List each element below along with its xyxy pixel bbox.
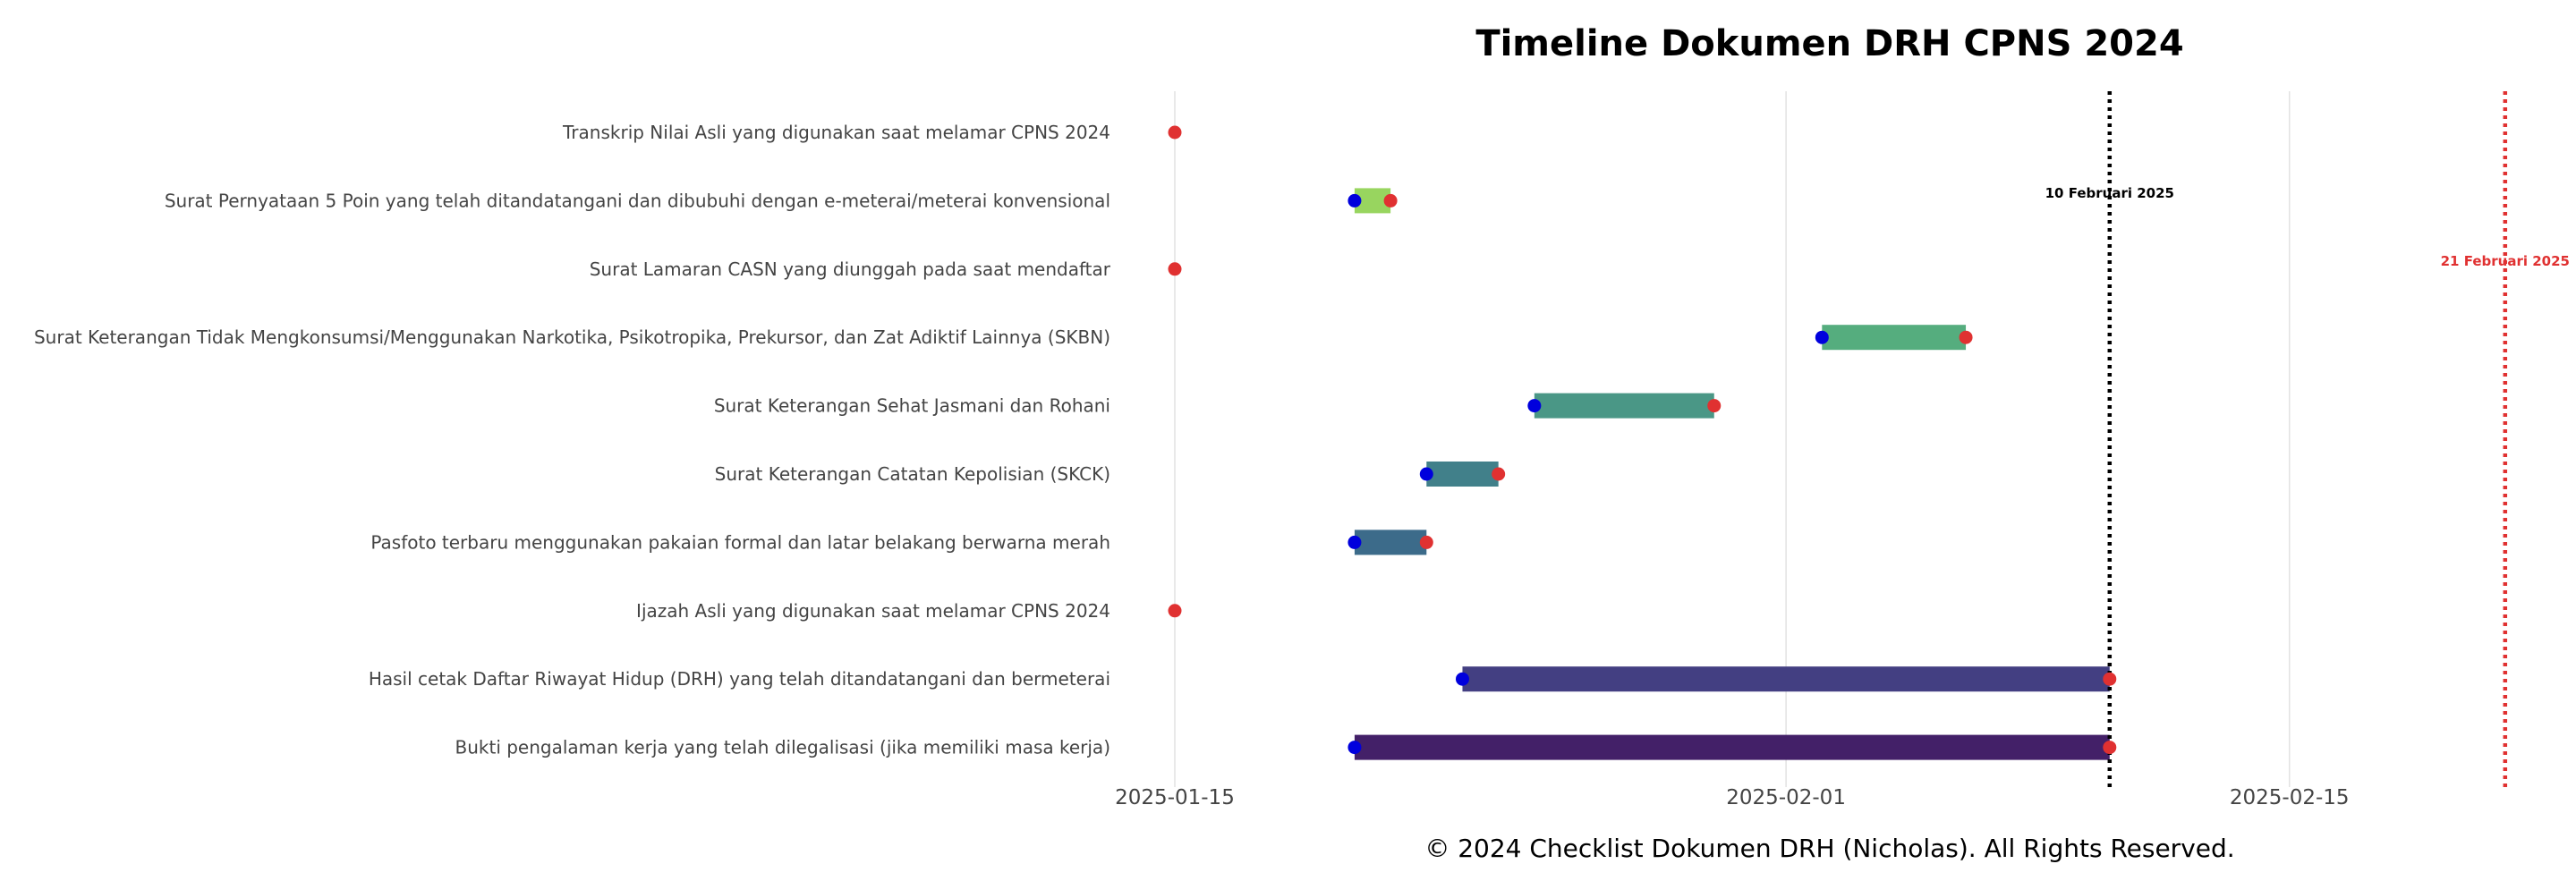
task-start-marker-9 bbox=[1348, 741, 1362, 755]
task-label-1: Surat Pernyataan 5 Poin yang telah ditan… bbox=[165, 190, 1110, 211]
task-end-marker-6 bbox=[1419, 535, 1433, 549]
task-label-2: Surat Lamaran CASN yang diunggah pada sa… bbox=[590, 258, 1111, 280]
task-label-9: Bukti pengalaman kerja yang telah dilega… bbox=[455, 737, 1111, 758]
task-start-marker-6 bbox=[1348, 535, 1362, 549]
task-bar-9 bbox=[1354, 734, 2110, 760]
x-tick-label-0: 2025-01-15 bbox=[1115, 786, 1235, 809]
task-end-marker-4 bbox=[1707, 399, 1722, 413]
task-bar-3 bbox=[1822, 325, 1967, 351]
task-label-7: Ijazah Asli yang digunakan saat melamar … bbox=[636, 600, 1110, 622]
task-end-marker-5 bbox=[1492, 467, 1506, 481]
task-label-5: Surat Keterangan Catatan Kepolisian (SKC… bbox=[715, 463, 1110, 485]
task-start-marker-5 bbox=[1419, 467, 1433, 481]
task-end-marker-0 bbox=[1168, 125, 1182, 140]
reference-label-0: 10 Februari 2025 bbox=[2045, 185, 2174, 201]
task-bars bbox=[1354, 188, 2110, 760]
reference-lines: 10 Februari 2025 21 Februari 2025 bbox=[2045, 91, 2570, 787]
task-end-marker-2 bbox=[1168, 262, 1182, 276]
task-label-0: Transkrip Nilai Asli yang digunakan saat… bbox=[562, 122, 1110, 143]
task-bar-4 bbox=[1534, 393, 1714, 419]
task-start-marker-4 bbox=[1527, 399, 1542, 413]
task-end-marker-8 bbox=[2103, 672, 2117, 686]
x-tick-label-1: 2025-02-01 bbox=[1726, 786, 1846, 809]
task-end-marker-7 bbox=[1168, 604, 1182, 618]
task-label-4: Surat Keterangan Sehat Jasmani dan Rohan… bbox=[714, 395, 1110, 417]
reference-label-1: 21 Februari 2025 bbox=[2441, 253, 2570, 269]
task-start-marker-3 bbox=[1815, 330, 1829, 344]
task-end-marker-9 bbox=[2103, 741, 2117, 755]
task-end-marker-1 bbox=[1383, 193, 1398, 208]
task-end-marker-3 bbox=[1959, 330, 1973, 344]
x-axis-ticks: 2025-01-15 2025-02-01 2025-02-15 bbox=[1115, 786, 2349, 809]
task-label-8: Hasil cetak Daftar Riwayat Hidup (DRH) y… bbox=[369, 668, 1110, 690]
category-labels: Transkrip Nilai Asli yang digunakan saat… bbox=[34, 122, 1111, 758]
chart-title: Timeline Dokumen DRH CPNS 2024 bbox=[1475, 23, 2183, 64]
x-tick-label-2: 2025-02-15 bbox=[2230, 786, 2350, 809]
task-bar-6 bbox=[1354, 529, 1427, 555]
task-label-3: Surat Keterangan Tidak Mengkonsumsi/Meng… bbox=[34, 326, 1110, 348]
task-bar-8 bbox=[1462, 666, 2110, 692]
task-start-marker-1 bbox=[1348, 193, 1362, 208]
task-start-marker-8 bbox=[1455, 672, 1469, 686]
task-bar-5 bbox=[1426, 462, 1499, 487]
task-markers bbox=[1168, 125, 2117, 755]
task-label-6: Pasfoto terbaru menggunakan pakaian form… bbox=[370, 531, 1110, 553]
chart-footer: © 2024 Checklist Dokumen DRH (Nicholas).… bbox=[1424, 834, 2234, 863]
